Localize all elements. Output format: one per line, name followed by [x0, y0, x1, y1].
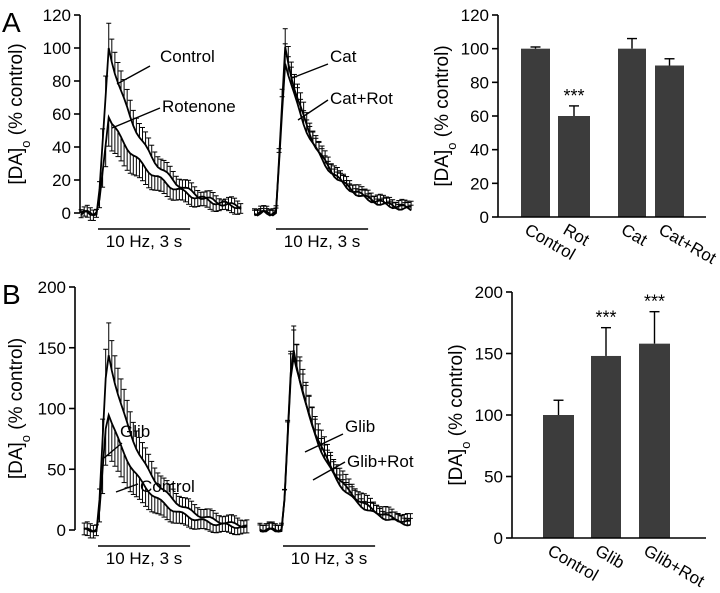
y-tick-label: 0	[480, 208, 489, 227]
y-tick-label: 20	[470, 174, 489, 193]
bar-glib-rot	[639, 343, 670, 538]
y-tick-label: 80	[470, 73, 489, 92]
trace-line-glib-rot	[259, 356, 411, 533]
y-axis-label: [DA]o (% control)	[446, 344, 473, 485]
panel-label-b: B	[2, 279, 21, 310]
stimulus-label: 10 Hz, 3 s	[284, 232, 361, 251]
y-tick-label: 0	[62, 204, 71, 223]
y-tick-label: 0	[494, 529, 503, 548]
bar-rot	[558, 116, 590, 217]
trace-line-glib	[259, 349, 411, 533]
y-tick-label: 40	[52, 138, 71, 157]
y-tick-label: 50	[47, 460, 66, 479]
y-axis-label: [DA]o (% control)	[6, 43, 33, 184]
y-tick-label: 0	[57, 521, 66, 540]
y-tick-label: 150	[38, 339, 66, 358]
trace-line-control	[83, 411, 248, 533]
x-tick-label: Cat+Rot	[656, 220, 720, 268]
y-axis-label: [DA]o (% control)	[432, 45, 459, 186]
y-tick-label: 20	[52, 171, 71, 190]
y-tick-label: 100	[43, 39, 71, 58]
label-leader-line	[111, 107, 161, 129]
y-tick-label: 120	[43, 6, 71, 25]
y-tick-label: 120	[461, 6, 489, 25]
stimulus-label: 10 Hz, 3 s	[291, 549, 368, 568]
series-label: Control	[140, 477, 195, 496]
y-tick-label: 60	[52, 105, 71, 124]
y-tick-label: 150	[475, 345, 503, 364]
x-tick-label: Glib+Rot	[641, 541, 708, 591]
y-tick-label: 100	[461, 40, 489, 59]
panel-label-a: A	[2, 7, 21, 38]
y-tick-label: 200	[475, 283, 503, 302]
y-tick-label: 50	[484, 468, 503, 487]
bar-glib	[591, 355, 621, 538]
series-label: Cat	[330, 47, 357, 66]
stimulus-label: 10 Hz, 3 s	[106, 549, 183, 568]
significance-marker: ***	[595, 308, 616, 328]
bar-cat-rot	[655, 65, 684, 217]
y-tick-label: 80	[52, 72, 71, 91]
significance-marker: ***	[644, 292, 665, 312]
trace-line-rotenone	[80, 114, 242, 216]
series-label: Rotenone	[162, 97, 236, 116]
trace-line-glib	[83, 355, 248, 533]
bar-cat	[618, 48, 646, 217]
bar-control	[543, 415, 574, 538]
y-tick-label: 200	[38, 278, 66, 297]
bar-control	[521, 48, 550, 217]
y-tick-label: 40	[470, 141, 489, 160]
series-label: Glib+Rot	[347, 452, 414, 471]
series-label: Control	[160, 47, 215, 66]
label-leader-line	[297, 99, 329, 121]
y-tick-label: 60	[470, 107, 489, 126]
y-tick-label: 100	[475, 406, 503, 425]
y-tick-label: 100	[38, 400, 66, 419]
y-axis-label: [DA]o (% control)	[6, 338, 33, 479]
trace-line-control	[80, 47, 242, 217]
trace-line-cat-rot	[254, 63, 412, 217]
x-tick-label: Control	[545, 541, 602, 585]
label-leader-line	[115, 483, 139, 493]
label-leader-line	[291, 63, 329, 79]
label-leader-line	[116, 65, 151, 85]
x-tick-label: Cat	[618, 220, 651, 250]
significance-marker: ***	[563, 86, 584, 106]
series-label: Glib	[345, 417, 375, 436]
stimulus-label: 10 Hz, 3 s	[106, 232, 183, 251]
series-label: Cat+Rot	[330, 89, 393, 108]
label-leader-line	[312, 461, 346, 481]
series-label: Glib	[120, 422, 150, 441]
